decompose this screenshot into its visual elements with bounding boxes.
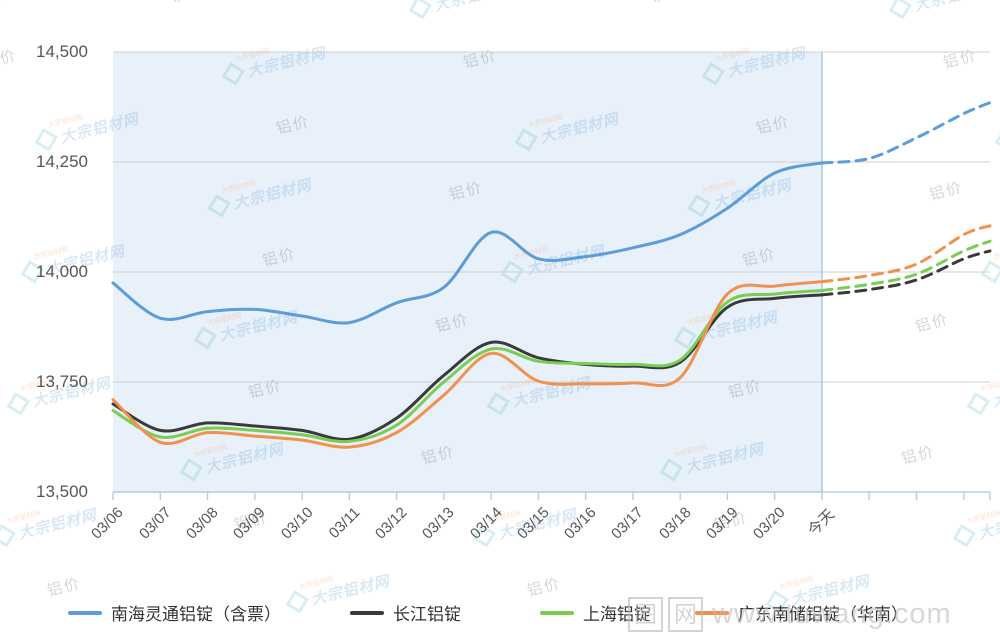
series-forecast-line-南海灵通铝锭（含票） [820, 101, 992, 165]
chart-legend: 南海灵通铝锭（含票） 长江铝锭 上海铝锭 广东南储铝锭（华南） [0, 600, 1000, 630]
y-axis-tick-label: 14,500 [36, 42, 88, 61]
legend-line-swatch-blue [68, 610, 102, 615]
series-forecast-line-广东南储铝锭（华南） [820, 224, 992, 284]
legend-line-swatch-black [350, 610, 384, 615]
legend-item-nanhai-lingtong[interactable]: 南海灵通铝锭（含票） [68, 600, 281, 625]
legend-item-shanghai[interactable]: 上海铝锭 [540, 600, 651, 625]
series-forecast-line-上海铝锭 [820, 239, 992, 292]
y-axis-tick-label: 14,000 [36, 262, 88, 281]
legend-label: 南海灵通铝锭（含票） [111, 605, 281, 624]
y-axis-tick-label: 13,750 [36, 372, 88, 391]
series-line-上海铝锭 [111, 288, 824, 444]
series-line-广东南储铝锭（华南） [111, 280, 824, 449]
y-axis-tick-label: 13,500 [36, 482, 88, 501]
legend-label: 长江铝锭 [393, 605, 461, 624]
legend-item-changjiang[interactable]: 长江铝锭 [350, 600, 461, 625]
series-line-南海灵通铝锭（含票） [111, 161, 824, 325]
y-axis-tick-label: 14,250 [36, 152, 88, 171]
legend-item-guangdong-nanchu[interactable]: 广东南储铝锭（华南） [695, 600, 908, 625]
series-forecast-line-长江铝锭 [820, 249, 992, 297]
legend-line-swatch-green [540, 610, 574, 615]
legend-label: 广东南储铝锭（华南） [738, 605, 908, 624]
legend-line-swatch-orange [695, 610, 729, 615]
legend-label: 上海铝锭 [583, 605, 651, 624]
